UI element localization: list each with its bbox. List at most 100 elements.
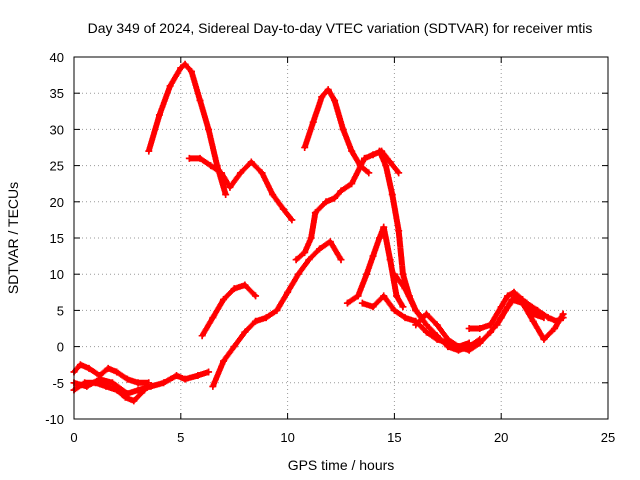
chart-title: Day 349 of 2024, Sidereal Day-to-day VTE… bbox=[88, 20, 593, 36]
data-point bbox=[198, 332, 206, 340]
data-point bbox=[104, 364, 112, 372]
data-point bbox=[130, 397, 138, 405]
data-point bbox=[375, 234, 383, 242]
data-point bbox=[217, 169, 225, 177]
series-track-13 bbox=[390, 270, 484, 354]
series-track-4 bbox=[145, 60, 230, 199]
data-point bbox=[311, 209, 319, 217]
x-tick-label: 25 bbox=[601, 430, 615, 445]
data-point bbox=[160, 379, 168, 387]
series-track-8 bbox=[292, 147, 403, 264]
data-point bbox=[551, 325, 559, 332]
data-point bbox=[194, 372, 202, 380]
data-point bbox=[501, 306, 509, 314]
data-point bbox=[395, 227, 403, 235]
data-point bbox=[534, 306, 542, 314]
data-point bbox=[301, 144, 309, 151]
data-point bbox=[337, 256, 345, 264]
data-point bbox=[262, 314, 270, 322]
data-point bbox=[422, 310, 430, 318]
data-point bbox=[326, 238, 334, 246]
data-point bbox=[412, 306, 420, 314]
data-point bbox=[322, 198, 330, 206]
series-track-7 bbox=[209, 238, 345, 390]
y-tick-label: -10 bbox=[45, 412, 64, 427]
data-point bbox=[292, 256, 300, 264]
data-point bbox=[226, 183, 234, 191]
data-point bbox=[301, 248, 309, 256]
data-point bbox=[258, 169, 266, 177]
data-point bbox=[269, 191, 277, 199]
data-point bbox=[177, 64, 185, 72]
data-point bbox=[196, 154, 204, 162]
data-point bbox=[220, 357, 228, 365]
data-point bbox=[155, 111, 163, 119]
data-point bbox=[390, 306, 398, 314]
data-point bbox=[559, 314, 567, 322]
data-point bbox=[476, 325, 484, 332]
data-point bbox=[181, 60, 189, 68]
y-tick-label: 20 bbox=[50, 195, 64, 210]
data-point bbox=[393, 292, 401, 300]
data-point bbox=[121, 393, 129, 401]
y-tick-label: 15 bbox=[50, 231, 64, 246]
data-point bbox=[354, 292, 362, 300]
data-point bbox=[83, 382, 91, 390]
data-point bbox=[358, 299, 366, 307]
data-point bbox=[284, 288, 292, 296]
data-point bbox=[422, 321, 430, 329]
data-point bbox=[305, 256, 313, 264]
x-axis-label: GPS time / hours bbox=[288, 457, 395, 473]
data-point bbox=[237, 169, 245, 177]
data-point bbox=[222, 191, 230, 199]
data-point bbox=[294, 270, 302, 278]
data-point bbox=[529, 317, 537, 325]
data-point bbox=[343, 299, 351, 307]
y-tick-label: 10 bbox=[50, 267, 64, 282]
data-point bbox=[205, 368, 213, 376]
x-tick-label: 10 bbox=[280, 430, 294, 445]
data-point bbox=[209, 314, 217, 322]
data-point bbox=[209, 382, 217, 390]
data-point bbox=[523, 299, 531, 307]
data-point bbox=[395, 169, 403, 177]
series-track-9 bbox=[301, 86, 373, 177]
x-tick-label: 15 bbox=[387, 430, 401, 445]
y-tick-label: 30 bbox=[50, 122, 64, 137]
data-point bbox=[247, 158, 255, 166]
data-point bbox=[348, 180, 356, 188]
data-point bbox=[412, 321, 420, 329]
data-point bbox=[356, 162, 364, 170]
data-point bbox=[465, 346, 473, 354]
data-point bbox=[510, 288, 518, 296]
data-point bbox=[76, 361, 84, 369]
data-point bbox=[433, 321, 441, 329]
data-point bbox=[380, 223, 388, 231]
data-point bbox=[382, 162, 390, 170]
x-tick-label: 5 bbox=[177, 430, 184, 445]
plot-frame bbox=[73, 56, 609, 420]
series-track-12 bbox=[358, 292, 473, 351]
data-point bbox=[318, 93, 326, 101]
series-track-6 bbox=[198, 281, 260, 340]
data-point bbox=[433, 332, 441, 340]
data-point bbox=[497, 303, 505, 311]
data-point bbox=[337, 187, 345, 195]
data-point bbox=[380, 292, 388, 300]
y-tick-label: 40 bbox=[50, 50, 64, 65]
data-point bbox=[369, 151, 377, 159]
data-point bbox=[181, 375, 189, 383]
data-point bbox=[365, 169, 373, 177]
grid bbox=[74, 57, 608, 419]
data-point bbox=[196, 96, 204, 104]
series-track-5 bbox=[185, 154, 296, 224]
data-point bbox=[465, 325, 473, 332]
data-point bbox=[207, 162, 215, 170]
data-point bbox=[375, 147, 383, 155]
data-point bbox=[388, 191, 396, 199]
data-point bbox=[390, 270, 398, 278]
data-point bbox=[386, 256, 394, 264]
data-point bbox=[252, 317, 260, 325]
series-markers bbox=[209, 238, 344, 390]
